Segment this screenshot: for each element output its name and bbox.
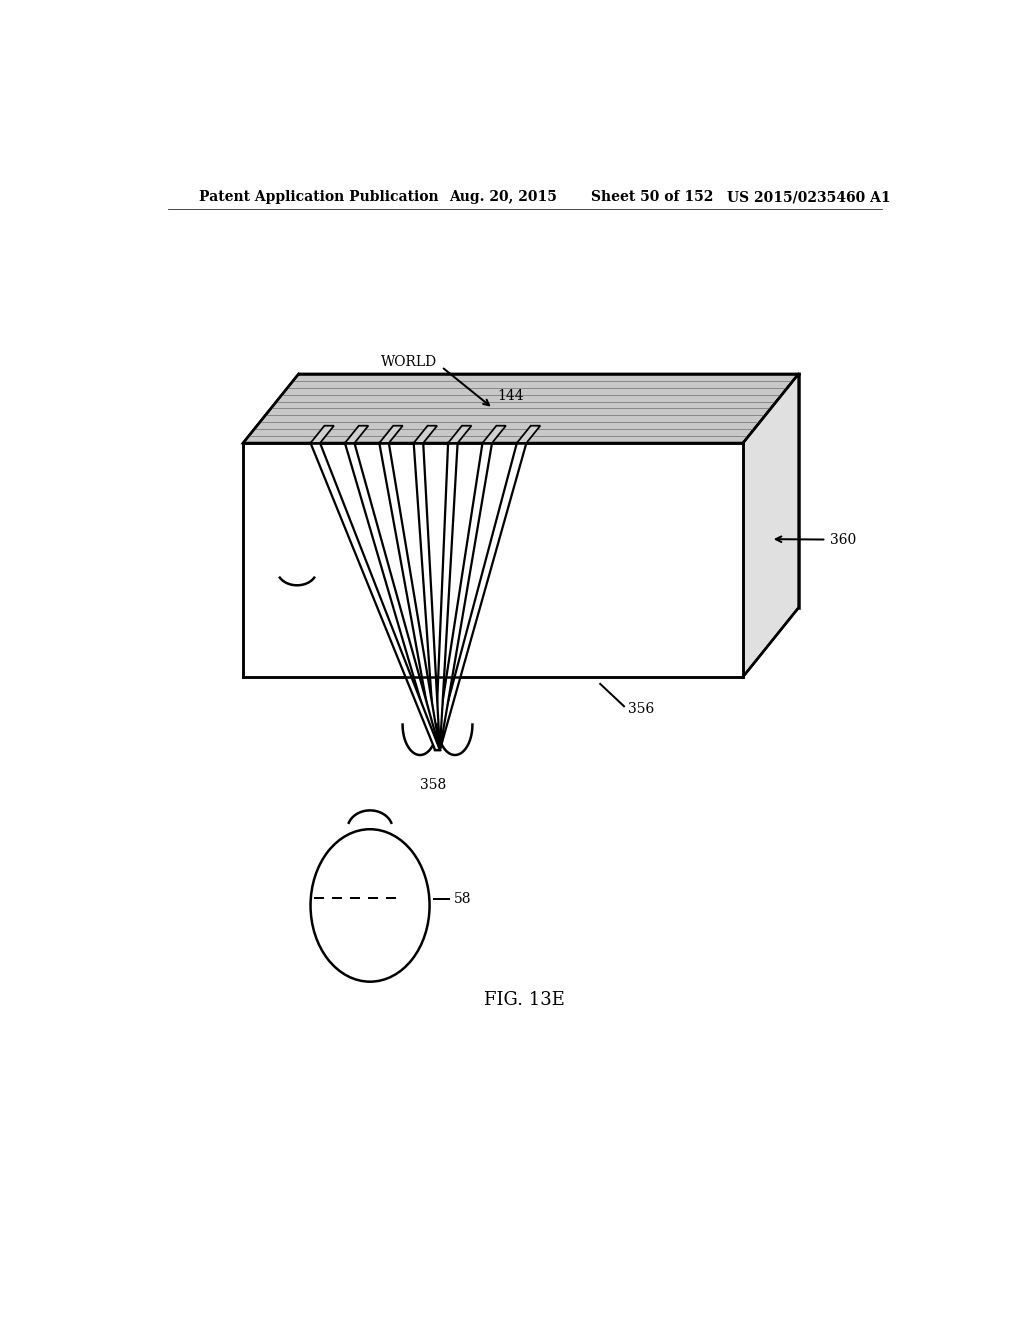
Text: 358: 358 (421, 779, 446, 792)
Polygon shape (435, 444, 458, 750)
Polygon shape (310, 444, 440, 750)
Polygon shape (379, 444, 440, 750)
Text: Sheet 50 of 152: Sheet 50 of 152 (591, 190, 713, 205)
Text: 144: 144 (497, 389, 523, 403)
Polygon shape (449, 426, 471, 444)
Text: 356: 356 (628, 702, 654, 717)
Text: FIG. 13E: FIG. 13E (484, 991, 565, 1008)
Text: WORLD: WORLD (381, 355, 437, 368)
Polygon shape (414, 426, 437, 444)
Polygon shape (243, 444, 743, 677)
Polygon shape (345, 444, 440, 750)
Text: 58: 58 (454, 892, 471, 907)
Polygon shape (379, 426, 402, 444)
Polygon shape (345, 426, 369, 444)
Polygon shape (435, 444, 526, 750)
Polygon shape (743, 374, 799, 677)
Polygon shape (310, 426, 334, 444)
Polygon shape (482, 426, 506, 444)
Text: Patent Application Publication: Patent Application Publication (200, 190, 439, 205)
Polygon shape (243, 374, 799, 444)
Text: US 2015/0235460 A1: US 2015/0235460 A1 (727, 190, 891, 205)
Text: Aug. 20, 2015: Aug. 20, 2015 (450, 190, 557, 205)
Polygon shape (414, 444, 440, 750)
Text: 360: 360 (830, 532, 857, 546)
Polygon shape (435, 444, 492, 750)
Polygon shape (517, 426, 541, 444)
